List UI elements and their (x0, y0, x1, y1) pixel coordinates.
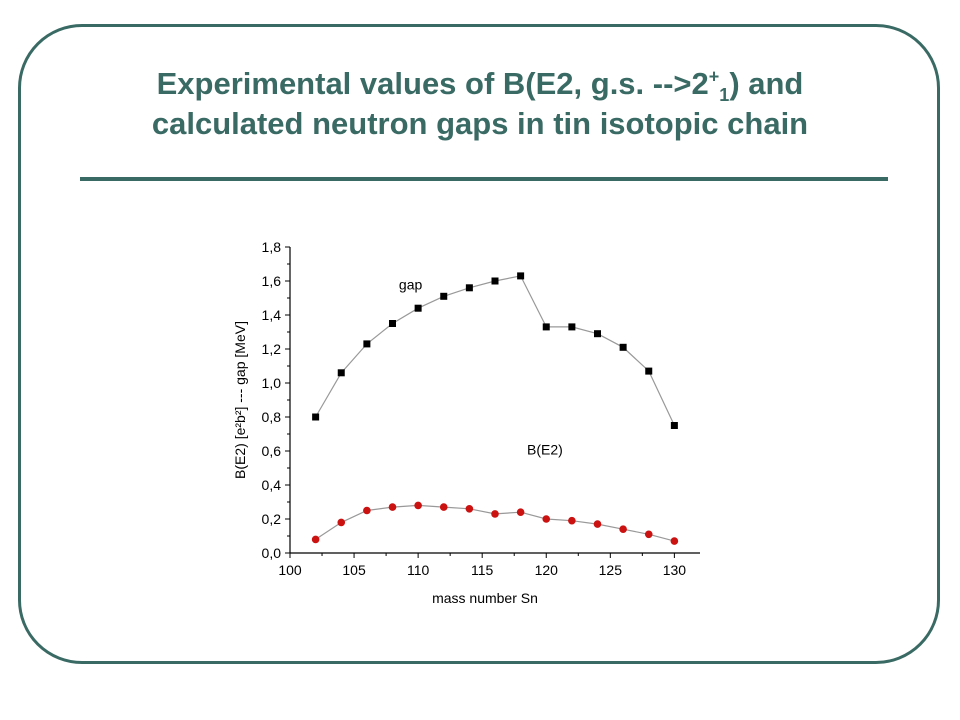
x-tick-label: 100 (278, 562, 302, 578)
y-tick-label: 1,0 (262, 375, 282, 391)
y-tick-label: 0,6 (262, 443, 282, 459)
be2-point (337, 518, 346, 527)
gap-point (440, 292, 448, 300)
x-tick-label: 110 (407, 562, 430, 578)
chart-markers (311, 272, 679, 545)
gap-point (389, 320, 396, 327)
be2-point (516, 508, 525, 516)
title-superscript: + (708, 66, 720, 87)
title-divider (80, 177, 888, 181)
be2-point (388, 503, 397, 511)
gap-point (619, 343, 627, 351)
x-tick-label: 125 (599, 562, 623, 578)
y-tick-label: 1,6 (262, 273, 282, 289)
slide-title: Experimental values of B(E2, g.s. -->2+1… (40, 64, 920, 144)
chart-axes (285, 246, 700, 558)
title-subscript: 1 (719, 85, 730, 106)
gap-point (337, 369, 345, 377)
y-axis-label: B(E2) [e²b²] --- gap [MeV] (232, 321, 248, 479)
x-axis-label: mass number Sn (432, 590, 538, 606)
y-tick-label: 0,2 (262, 511, 282, 527)
title-line1-end: ) and (729, 66, 804, 101)
gap-point (414, 304, 422, 312)
gap-point (542, 323, 550, 331)
be2-point (465, 505, 474, 513)
title-line1-text: Experimental values of B(E2, g.s. -->2 (156, 66, 709, 101)
be2-point (670, 537, 679, 545)
chart-labels: 0,0 0,2 0,4 0,6 0,8 1,0 1,2 1,4 1,6 1,8 100 105 110 1… (232, 239, 686, 606)
be2-point (542, 515, 551, 523)
gap-point (517, 272, 525, 280)
gap-point (645, 367, 653, 375)
x-tick-label: 105 (342, 562, 366, 578)
be2-point (593, 520, 602, 528)
be2-point (568, 516, 576, 525)
chart: 0,0 0,2 0,4 0,6 0,8 1,0 1,2 1,4 1,6 1,8 100 105 110 1… (232, 239, 700, 606)
y-tick-label: 0,8 (262, 409, 282, 425)
gap-point (594, 330, 601, 338)
chart-series-lines (315, 275, 675, 542)
gap-point (491, 277, 499, 285)
be2-point (619, 525, 627, 533)
gap-point (670, 422, 678, 429)
x-tick-label: 120 (535, 562, 559, 578)
gap-point (568, 323, 576, 331)
gap-point (363, 340, 371, 348)
be2-point (439, 503, 448, 511)
x-tick-label: 130 (663, 562, 687, 578)
gap-point (465, 284, 473, 292)
y-tick-label: 0,4 (262, 477, 282, 493)
y-tick-label: 0,0 (262, 545, 282, 561)
be2-point (491, 510, 499, 518)
y-tick-label: 1,4 (262, 307, 282, 323)
title-line2-text: calculated neutron gaps in tin isotopic … (151, 106, 809, 141)
x-tick-label: 115 (471, 562, 494, 578)
be2-point (414, 501, 422, 510)
series-annotation: B(E2) (527, 441, 563, 457)
y-tick-label: 1,2 (262, 341, 282, 357)
be2-point (363, 506, 371, 515)
be2-point (311, 535, 320, 544)
gap-point (312, 413, 320, 421)
y-tick-label: 1,8 (262, 239, 282, 255)
series-annotation: gap (399, 277, 423, 293)
slide-frame (18, 24, 940, 664)
be2-point (644, 530, 653, 539)
